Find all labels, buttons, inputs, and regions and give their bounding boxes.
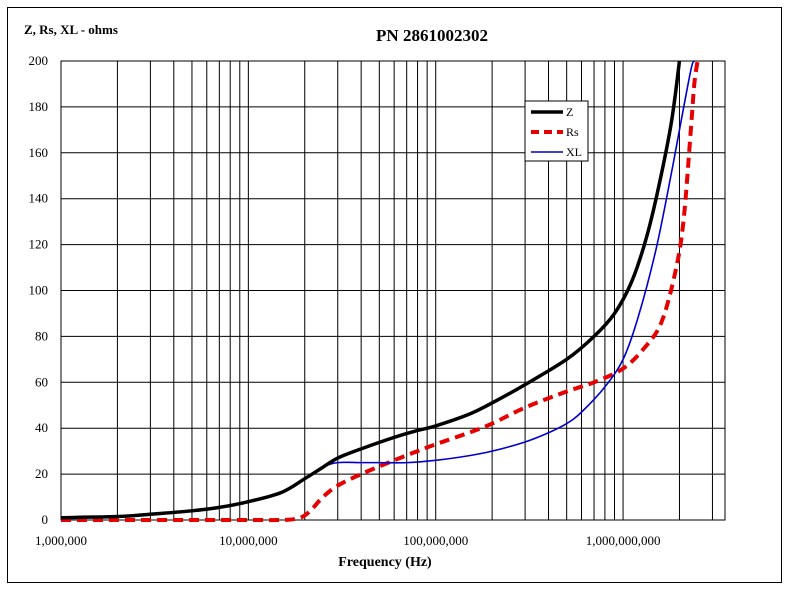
series-line-z: [60, 60, 682, 520]
y-tick-label: 200: [29, 53, 49, 68]
grid: [60, 60, 725, 521]
legend-label-z: Z: [566, 105, 573, 119]
x-tick-label: 100,000,000: [403, 533, 468, 548]
chart-title: PN 2861002302: [376, 26, 488, 45]
x-tick-label: 10,000,000: [219, 533, 278, 548]
y-axis-ticks: 0 20 40 60 80 100 120 140 160 180 200: [29, 53, 49, 527]
legend-label-rs: Rs: [566, 125, 579, 139]
y-tick-label: 60: [35, 374, 48, 389]
y-tick-label: 20: [35, 466, 48, 481]
y-tick-label: 180: [29, 99, 49, 114]
series-layer: [60, 60, 700, 523]
y-axis-label: Z, Rs, XL - ohms: [24, 22, 118, 37]
y-tick-label: 40: [35, 420, 48, 435]
legend-label-xl: XL: [566, 145, 582, 159]
x-axis-label: Frequency (Hz): [338, 555, 432, 570]
y-tick-label: 140: [29, 191, 49, 206]
series-line-xl: [60, 60, 696, 519]
x-axis-ticks: 1,000,000 10,000,000 100,000,000 1,000,000,…: [35, 533, 660, 548]
x-tick-label: 1,000,000: [35, 533, 87, 548]
legend: Z Rs XL: [524, 100, 589, 162]
y-tick-label: 120: [29, 237, 49, 252]
y-tick-label: 80: [35, 328, 48, 343]
series-line-rs: [61, 60, 700, 523]
x-tick-label: 1,000,000,000: [586, 533, 661, 548]
y-tick-label: 160: [29, 145, 49, 160]
y-tick-label: 0: [42, 512, 49, 527]
y-tick-label: 100: [29, 283, 49, 298]
plot-area: [60, 60, 726, 521]
